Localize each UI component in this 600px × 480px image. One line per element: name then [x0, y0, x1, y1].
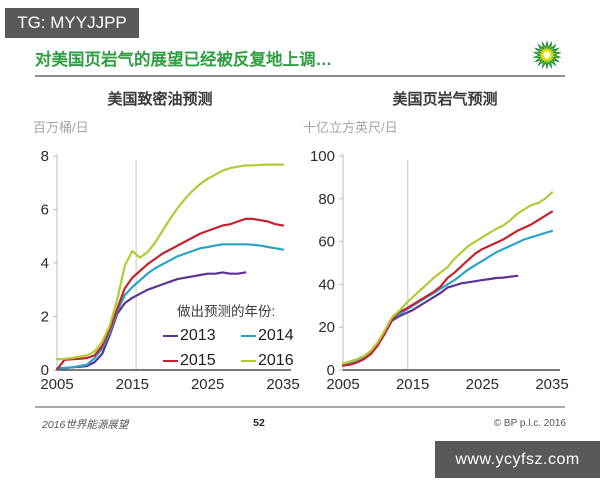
- legend-label-2014: 2014: [258, 327, 294, 344]
- svg-text:60: 60: [318, 234, 335, 251]
- watermark-tag-top: TG: MYYJJPP: [5, 8, 139, 38]
- svg-text:20: 20: [318, 319, 335, 336]
- svg-text:2035: 2035: [535, 376, 568, 393]
- legend-label-2013: 2013: [180, 327, 216, 344]
- svg-text:2025: 2025: [466, 376, 499, 393]
- legend-item-2014: 2014: [241, 327, 319, 345]
- footer-divider: [35, 406, 565, 408]
- svg-text:100: 100: [310, 148, 335, 165]
- svg-text:2005: 2005: [40, 376, 73, 393]
- footer-source: 2016世界能源展望: [42, 419, 129, 431]
- page-number: 52: [253, 417, 265, 429]
- chart-legend: 做出预测的年份: 2013 2014 2015 2016: [163, 300, 323, 370]
- legend-title: 做出预测的年份:: [177, 304, 276, 319]
- svg-text:0: 0: [41, 362, 49, 379]
- legend-swatch-2014: [241, 334, 256, 338]
- legend-label-2015: 2015: [180, 352, 216, 369]
- left-chart-unit-label: 百万桶/日: [33, 120, 89, 135]
- right-chart-unit-label: 十亿立方英尺/日: [303, 120, 398, 135]
- legend-grid: 2013 2014 2015 2016: [163, 327, 323, 370]
- svg-text:2015: 2015: [116, 376, 149, 393]
- slide-title: 对美国页岩气的展望已经被反复地上调…: [35, 51, 332, 69]
- svg-text:2: 2: [41, 309, 49, 326]
- svg-text:2025: 2025: [191, 376, 224, 393]
- svg-text:2015: 2015: [396, 376, 429, 393]
- svg-text:6: 6: [41, 202, 49, 219]
- left-chart-title: 美国致密油预测: [107, 91, 213, 108]
- svg-text:40: 40: [318, 276, 335, 293]
- legend-swatch-2016: [241, 359, 256, 363]
- bp-helios-logo: [532, 40, 562, 70]
- legend-swatch-2015: [163, 359, 178, 363]
- legend-item-2013: 2013: [163, 327, 241, 345]
- legend-item-2016: 2016: [241, 352, 319, 370]
- watermark-tag-bottom: www.ycyfsz.com: [435, 441, 600, 478]
- svg-text:2035: 2035: [266, 376, 299, 393]
- right-chart-title: 美国页岩气预测: [392, 91, 498, 108]
- svg-text:4: 4: [41, 255, 49, 272]
- svg-text:2005: 2005: [326, 376, 359, 393]
- svg-text:8: 8: [41, 148, 49, 165]
- shale-gas-chart: 0 20 40 60 80 100 2005 2015 2025 2035: [310, 148, 569, 393]
- footer-copyright: © BP p.l.c. 2016: [493, 418, 566, 429]
- svg-text:0: 0: [327, 362, 335, 379]
- legend-label-2016: 2016: [258, 352, 294, 369]
- tight-oil-chart: 0 2 4 6 8 2005 2015 2025 2035: [40, 148, 299, 393]
- legend-item-2015: 2015: [163, 352, 241, 370]
- legend-swatch-2013: [163, 334, 178, 338]
- svg-text:80: 80: [318, 191, 335, 208]
- header-divider: [35, 75, 565, 77]
